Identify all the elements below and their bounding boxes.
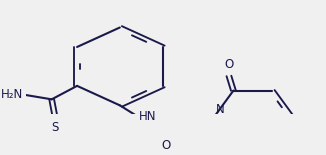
Text: HN: HN	[139, 110, 157, 123]
Text: O: O	[224, 58, 233, 71]
Text: H₂N: H₂N	[1, 88, 23, 101]
Text: O: O	[161, 139, 171, 152]
Text: S: S	[51, 121, 58, 134]
Text: N: N	[215, 103, 224, 116]
